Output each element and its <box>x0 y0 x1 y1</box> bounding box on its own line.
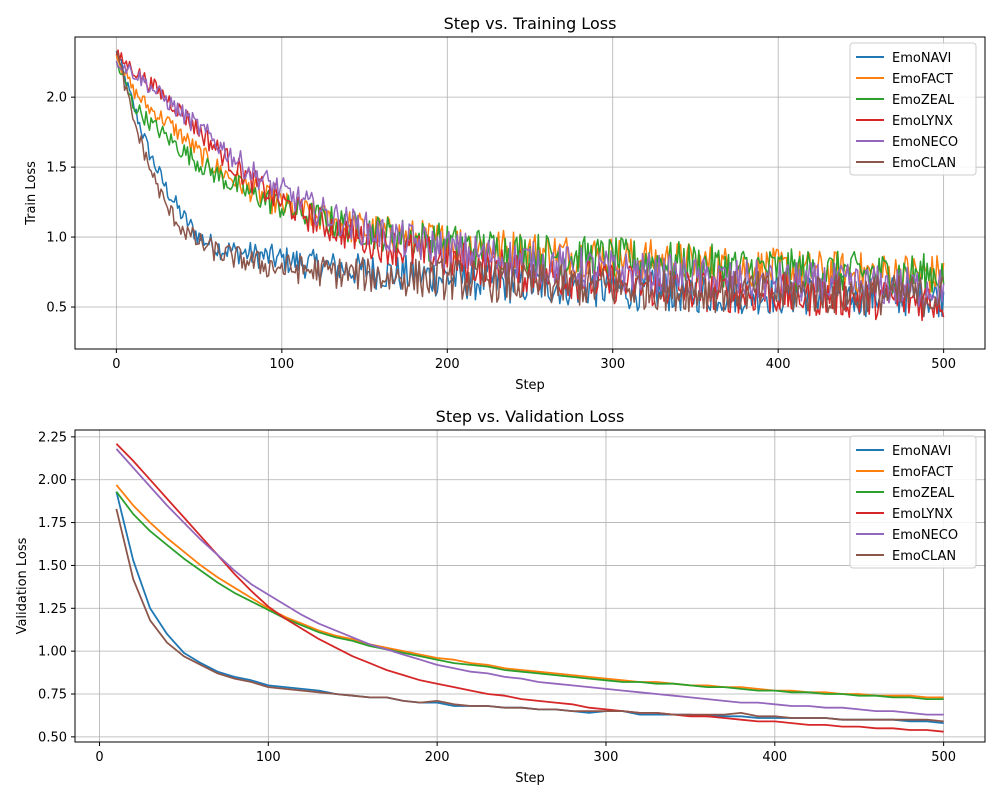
series-line-emozeal <box>115 491 944 700</box>
legend-label: EmoNECO <box>892 528 958 543</box>
series-line-emoneco <box>115 448 944 716</box>
series-line-emoneco <box>115 60 945 308</box>
legend-label: EmoFACT <box>892 465 953 480</box>
x-axis-label: Step <box>515 771 545 786</box>
validation-loss-chart: Step vs. Validation Loss 0 100 200 300 400 50… <box>15 407 986 786</box>
y-tick-label: 2.0 <box>46 91 67 106</box>
series-line-emofact <box>115 54 945 295</box>
x-tick-label: 500 <box>931 357 956 372</box>
y-tick-label: 0.5 <box>46 301 67 316</box>
series-line-emoclan <box>115 50 944 317</box>
x-tick-label: 200 <box>425 750 450 765</box>
legend-label: EmoNECO <box>892 135 958 150</box>
series-lines <box>115 443 944 733</box>
series-line-emoclan <box>115 508 944 723</box>
x-axis-ticks: 0 100 200 300 400 500 <box>95 742 956 765</box>
y-axis-ticks: 0.5 1.0 1.5 2.0 <box>46 91 75 316</box>
x-tick-label: 100 <box>269 357 294 372</box>
plot-frame <box>74 36 986 350</box>
y-tick-label: 0.75 <box>38 688 67 703</box>
legend-label: EmoLYNX <box>892 507 953 522</box>
legend-label: EmoCLAN <box>892 156 956 171</box>
y-tick-label: 1.50 <box>38 559 67 574</box>
y-tick-label: 1.00 <box>38 645 67 660</box>
y-tick-label: 1.25 <box>38 602 67 617</box>
series-lines <box>115 49 945 322</box>
legend-label: EmoZEAL <box>892 486 955 501</box>
y-axis-label: Train Loss <box>24 161 39 226</box>
x-tick-label: 300 <box>594 750 619 765</box>
legend-label: EmoFACT <box>892 72 953 87</box>
y-tick-label: 1.75 <box>38 516 67 531</box>
legend: EmoNAVI EmoFACT EmoZEAL EmoLYNX EmoNECO EmoCL… <box>849 435 977 569</box>
x-tick-label: 400 <box>766 357 791 372</box>
legend-label: EmoCLAN <box>892 549 956 564</box>
y-axis-label: Validation Loss <box>15 537 30 634</box>
training-loss-chart: Step vs. Training Loss 0 100 200 300 400 500 … <box>24 14 986 393</box>
x-tick-label: 0 <box>95 750 103 765</box>
x-tick-label: 400 <box>762 750 787 765</box>
grid <box>75 430 985 742</box>
x-axis-label: Step <box>515 378 545 393</box>
y-tick-label: 2.00 <box>38 473 67 488</box>
legend-label: EmoNAVI <box>892 444 951 459</box>
legend-label: EmoZEAL <box>892 93 955 108</box>
series-line-emolynx <box>115 443 944 733</box>
y-axis-ticks: 0.50 0.75 1.00 1.25 1.50 1.75 2.00 2.25 <box>38 430 75 745</box>
x-tick-label: 200 <box>435 357 460 372</box>
x-axis-ticks: 0 100 200 300 400 500 <box>112 349 956 372</box>
x-tick-label: 500 <box>931 750 956 765</box>
x-tick-label: 0 <box>112 357 120 372</box>
legend-label: EmoNAVI <box>892 51 951 66</box>
legend: EmoNAVI EmoFACT EmoZEAL EmoLYNX EmoNECO EmoCL… <box>849 42 977 176</box>
y-tick-label: 1.0 <box>46 231 67 246</box>
legend-label: EmoLYNX <box>892 114 953 129</box>
plot-frame <box>74 429 986 743</box>
x-tick-label: 300 <box>600 357 625 372</box>
chart-title: Step vs. Validation Loss <box>436 407 625 426</box>
series-line-emofact <box>115 484 944 699</box>
series-line-emozeal <box>115 61 945 296</box>
y-tick-label: 1.5 <box>46 161 67 176</box>
y-tick-label: 2.25 <box>38 430 67 445</box>
y-tick-label: 0.50 <box>38 730 67 745</box>
x-tick-label: 100 <box>256 750 281 765</box>
chart-title: Step vs. Training Loss <box>444 14 617 33</box>
series-line-emonavi <box>115 491 944 724</box>
